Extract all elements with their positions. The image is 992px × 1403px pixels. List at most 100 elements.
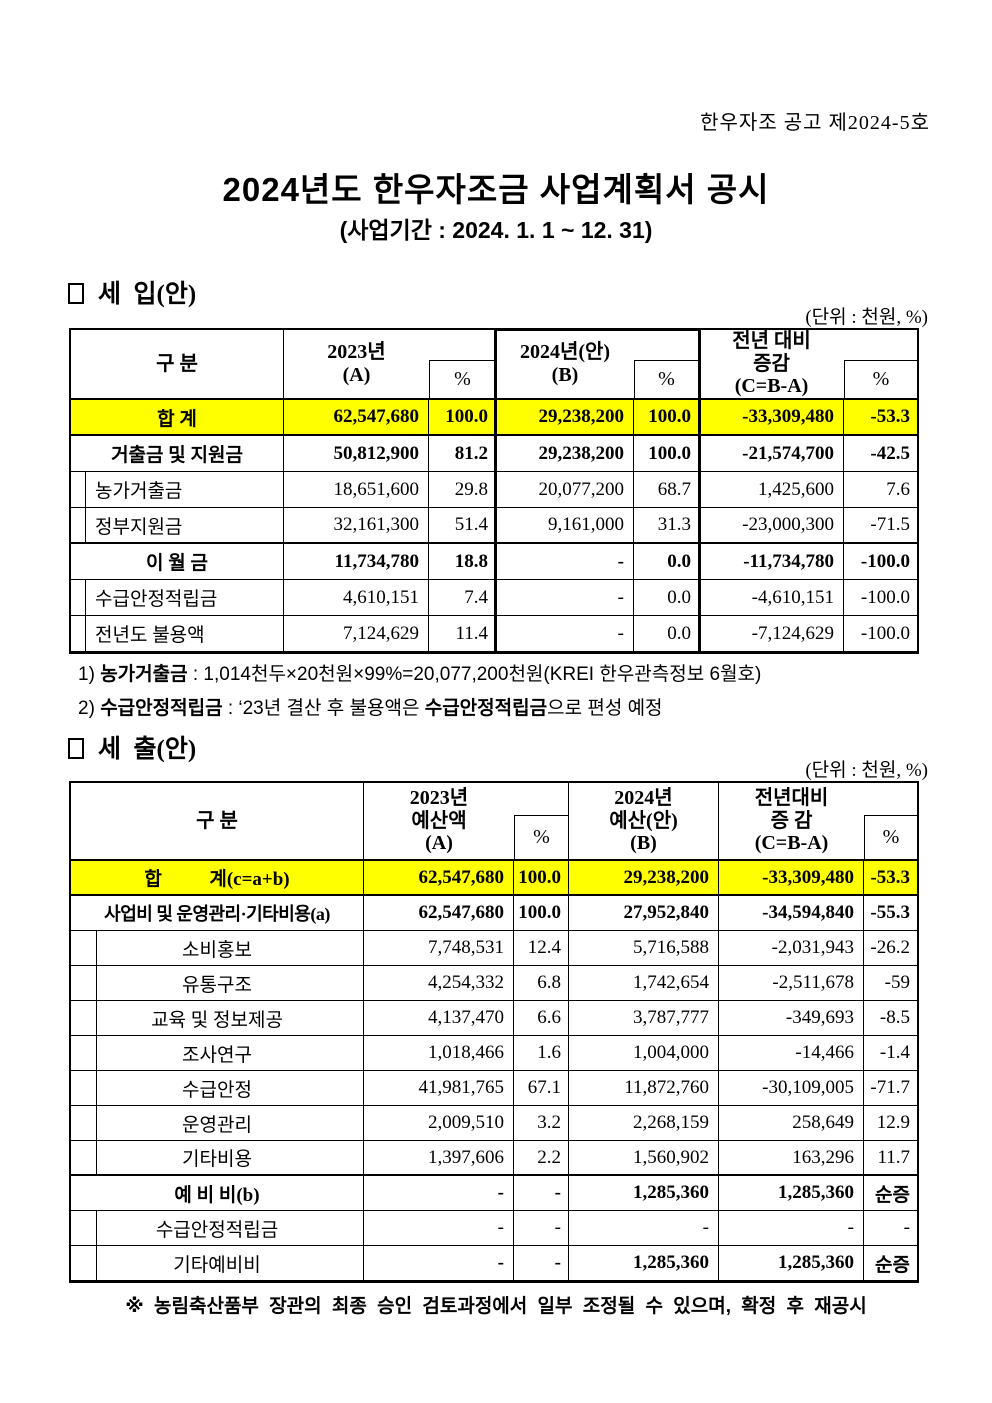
- cell-value: 0.0: [634, 544, 699, 580]
- cell-value: 29,238,200: [569, 861, 719, 896]
- cell-value: 4,610,151: [284, 580, 429, 616]
- cell-value: -7,124,629: [699, 616, 844, 652]
- row-label: 기타비용: [71, 1141, 364, 1176]
- cell-value: 2,009,510: [364, 1106, 514, 1141]
- row-label: 수급안정적립금: [71, 1211, 364, 1246]
- cell-value: 100.0: [429, 400, 496, 436]
- income-header-2023-pct: %: [429, 330, 496, 400]
- cell-value: 순증: [864, 1246, 917, 1281]
- cell-value: 11,872,760: [569, 1071, 719, 1106]
- row-label: 수급안정: [71, 1071, 364, 1106]
- cell-value: 100.0: [634, 436, 699, 472]
- cell-value: -71.7: [864, 1071, 917, 1106]
- cell-value: 1.6: [514, 1036, 569, 1071]
- income-header-change: 전년 대비 증감 (C=B-A): [699, 330, 844, 400]
- cell-value: -2,511,678: [719, 966, 864, 1001]
- cell-value: 6.6: [514, 1001, 569, 1036]
- cell-value: -100.0: [844, 616, 917, 652]
- cell-value: 1,285,360: [719, 1176, 864, 1211]
- cell-value: 31.3: [634, 508, 699, 544]
- cell-value: 9,161,000: [496, 508, 634, 544]
- cell-value: -34,594,840: [719, 896, 864, 931]
- cell-value: -26.2: [864, 931, 917, 966]
- cell-value: 0.0: [634, 580, 699, 616]
- income-header-2024-pct: %: [634, 330, 699, 400]
- expenditure-section-heading: 세 출(안): [68, 729, 196, 765]
- row-label: 전년도 불용액: [71, 616, 284, 652]
- income-header-2023: 2023년 (A): [284, 330, 429, 400]
- cell-value: -: [514, 1246, 569, 1281]
- cell-value: -55.3: [864, 896, 917, 931]
- cell-value: -8.5: [864, 1001, 917, 1036]
- cell-value: -53.3: [864, 861, 917, 896]
- row-label: 예 비 비(b): [71, 1176, 364, 1211]
- cell-value: 20,077,200: [496, 472, 634, 508]
- expenditure-header-2024: 2024년 예산(안) (B): [569, 783, 719, 861]
- footnote-number: 1): [78, 664, 95, 685]
- row-label: 합 계: [71, 400, 284, 436]
- cell-value: -71.5: [844, 508, 917, 544]
- cell-value: 7,748,531: [364, 931, 514, 966]
- cell-value: 3.2: [514, 1106, 569, 1141]
- percent-label: %: [514, 815, 568, 859]
- cell-value: 7.4: [429, 580, 496, 616]
- cell-value: -: [496, 544, 634, 580]
- cell-value: 1,397,606: [364, 1141, 514, 1176]
- cell-value: 1,560,902: [569, 1141, 719, 1176]
- cell-value: 68.7: [634, 472, 699, 508]
- cell-value: -: [496, 580, 634, 616]
- cell-value: -: [569, 1211, 719, 1246]
- cell-value: 11.7: [864, 1141, 917, 1176]
- page-title: 2024년도 한우자조금 사업계획서 공시: [222, 171, 770, 208]
- cell-value: 4,137,470: [364, 1001, 514, 1036]
- cell-value: 258,649: [719, 1106, 864, 1141]
- cell-value: 100.0: [514, 861, 569, 896]
- cell-value: 29,238,200: [496, 436, 634, 472]
- cell-value: 32,161,300: [284, 508, 429, 544]
- cell-value: 0.0: [634, 616, 699, 652]
- closing-note: ※ 농림축산품부 장관의 최종 승인 검토과정에서 일부 조정될 수 있으며, …: [125, 1296, 867, 1317]
- cell-value: 1,285,360: [569, 1176, 719, 1211]
- cell-value: 1,285,360: [569, 1246, 719, 1281]
- percent-label: %: [844, 360, 917, 398]
- cell-value: 62,547,680: [284, 400, 429, 436]
- notice-number: 한우자조 공고 제2024-5호: [700, 112, 930, 134]
- footnote-text: : 1,014천두×20천원×99%=20,077,200천원(KREI 한우관…: [187, 664, 762, 685]
- expenditure-header-category: 구 분: [71, 783, 364, 861]
- percent-label: %: [429, 360, 495, 398]
- row-label: 조사연구: [71, 1036, 364, 1071]
- cell-value: -: [364, 1211, 514, 1246]
- row-label: 운영관리: [71, 1106, 364, 1141]
- income-section-heading: 세 입(안): [68, 274, 196, 310]
- cell-value: 1,018,466: [364, 1036, 514, 1071]
- cell-value: -100.0: [844, 544, 917, 580]
- cell-value: -: [719, 1211, 864, 1246]
- cell-value: 7,124,629: [284, 616, 429, 652]
- cell-value: 2,268,159: [569, 1106, 719, 1141]
- cell-value: -14,466: [719, 1036, 864, 1071]
- cell-value: 1,742,654: [569, 966, 719, 1001]
- cell-value: -: [514, 1211, 569, 1246]
- cell-value: -30,109,005: [719, 1071, 864, 1106]
- cell-value: 7.6: [844, 472, 917, 508]
- expenditure-section-title: 세 출(안): [98, 736, 197, 763]
- expenditure-header-2023: 2023년 예산액 (A): [364, 783, 514, 861]
- cell-value: 62,547,680: [364, 861, 514, 896]
- square-bullet-icon: [68, 283, 84, 304]
- footnote-term: 수급안정적립금: [100, 698, 223, 719]
- row-label: 수급안정적립금: [71, 580, 284, 616]
- cell-value: 11,734,780: [284, 544, 429, 580]
- page-subtitle: (사업기간 : 2024. 1. 1 ~ 12. 31): [339, 217, 653, 243]
- cell-value: -59: [864, 966, 917, 1001]
- cell-value: -42.5: [844, 436, 917, 472]
- row-label: 합 계(c=a+b): [71, 861, 364, 896]
- expenditure-unit-label: (단위 : 천원, %): [805, 760, 928, 781]
- income-unit-label: (단위 : 천원, %): [805, 307, 928, 328]
- cell-value: 12.9: [864, 1106, 917, 1141]
- cell-value: 81.2: [429, 436, 496, 472]
- cell-value: -100.0: [844, 580, 917, 616]
- row-label: 정부지원금: [71, 508, 284, 544]
- cell-value: 29,238,200: [496, 400, 634, 436]
- row-label: 교육 및 정보제공: [71, 1001, 364, 1036]
